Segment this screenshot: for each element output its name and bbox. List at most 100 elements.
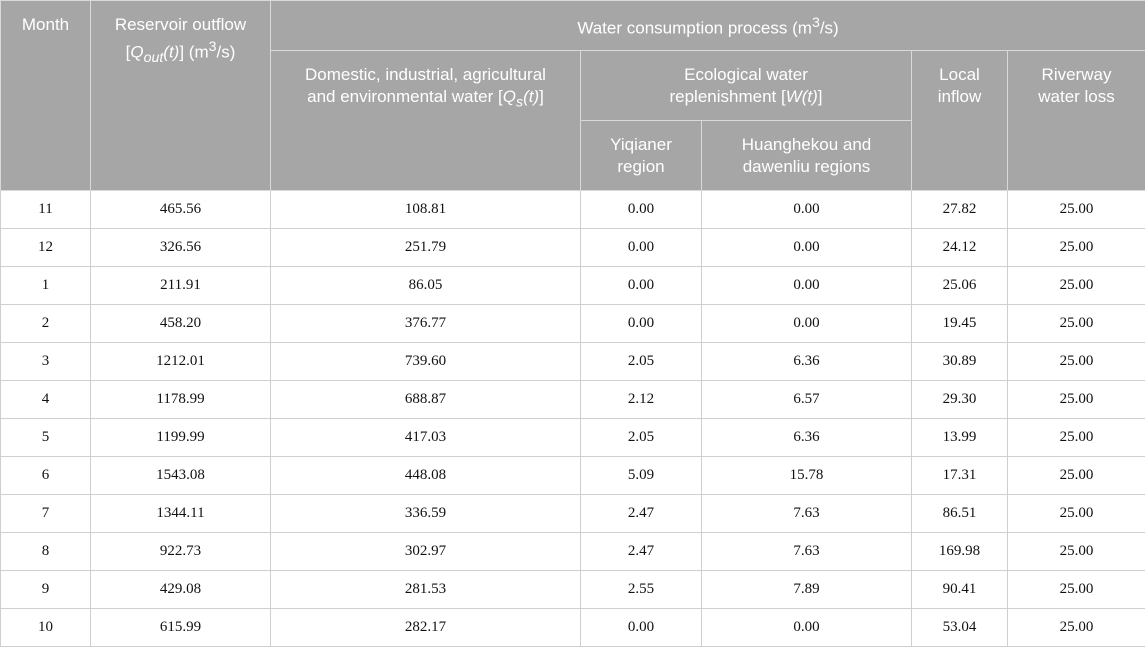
table-header: Month Reservoir outflow [Qout(t)] (m3/s) … bbox=[0, 0, 1145, 191]
header-yiqianer-region: Yiqianer region bbox=[580, 120, 702, 191]
table-row: 4 1178.99 688.87 2.12 6.57 29.30 25.00 bbox=[0, 380, 1145, 419]
cell-huanghekou-dawenliu: 0.00 bbox=[701, 190, 912, 229]
cell-riverway-water-loss: 25.00 bbox=[1006, 570, 1145, 609]
cell-riverway-water-loss: 25.00 bbox=[1006, 266, 1145, 305]
cell-yiqianer-region: 0.00 bbox=[580, 266, 702, 305]
cell-month: 6 bbox=[0, 456, 91, 495]
cell-riverway-water-loss: 25.00 bbox=[1006, 380, 1145, 419]
cell-local-inflow: 27.82 bbox=[911, 190, 1008, 229]
cell-local-inflow: 29.30 bbox=[911, 380, 1008, 419]
cell-local-inflow: 169.98 bbox=[911, 532, 1008, 571]
header-ecological-replenishment: Ecological water replenishment [W(t)] bbox=[580, 50, 912, 121]
cell-domestic-water: 86.05 bbox=[270, 266, 581, 305]
cell-domestic-water: 281.53 bbox=[270, 570, 581, 609]
cell-domestic-water: 688.87 bbox=[270, 380, 581, 419]
cell-huanghekou-dawenliu: 6.57 bbox=[701, 380, 912, 419]
cell-reservoir-outflow: 429.08 bbox=[90, 570, 271, 609]
cell-month: 7 bbox=[0, 494, 91, 533]
table-row: 6 1543.08 448.08 5.09 15.78 17.31 25.00 bbox=[0, 456, 1145, 495]
table-row: 9 429.08 281.53 2.55 7.89 90.41 25.00 bbox=[0, 570, 1145, 609]
cell-local-inflow: 24.12 bbox=[911, 228, 1008, 267]
cell-month: 12 bbox=[0, 228, 91, 267]
cell-yiqianer-region: 2.47 bbox=[580, 532, 702, 571]
header-reservoir-outflow: Reservoir outflow [Qout(t)] (m3/s) bbox=[90, 0, 271, 191]
cell-reservoir-outflow: 1543.08 bbox=[90, 456, 271, 495]
header-riverway-water-loss: Riverway water loss bbox=[1006, 50, 1145, 191]
cell-month: 2 bbox=[0, 304, 91, 343]
cell-local-inflow: 86.51 bbox=[911, 494, 1008, 533]
cell-month: 9 bbox=[0, 570, 91, 609]
cell-reservoir-outflow: 1212.01 bbox=[90, 342, 271, 381]
header-local-inflow: Local inflow bbox=[911, 50, 1008, 191]
cell-domestic-water: 302.97 bbox=[270, 532, 581, 571]
cell-yiqianer-region: 2.05 bbox=[580, 418, 702, 457]
cell-huanghekou-dawenliu: 0.00 bbox=[701, 608, 912, 647]
cell-domestic-water: 108.81 bbox=[270, 190, 581, 229]
cell-domestic-water: 251.79 bbox=[270, 228, 581, 267]
cell-month: 1 bbox=[0, 266, 91, 305]
cell-local-inflow: 30.89 bbox=[911, 342, 1008, 381]
cell-riverway-water-loss: 25.00 bbox=[1006, 532, 1145, 571]
cell-riverway-water-loss: 25.00 bbox=[1006, 228, 1145, 267]
table-body: 11 465.56 108.81 0.00 0.00 27.82 25.00 12 326.56… bbox=[0, 190, 1145, 647]
cell-month: 4 bbox=[0, 380, 91, 419]
cell-local-inflow: 19.45 bbox=[911, 304, 1008, 343]
cell-reservoir-outflow: 1178.99 bbox=[90, 380, 271, 419]
table-row: 10 615.99 282.17 0.00 0.00 53.04 25.00 bbox=[0, 608, 1145, 647]
cell-yiqianer-region: 2.12 bbox=[580, 380, 702, 419]
cell-local-inflow: 17.31 bbox=[911, 456, 1008, 495]
cell-reservoir-outflow: 1199.99 bbox=[90, 418, 271, 457]
table-row: 1 211.91 86.05 0.00 0.00 25.06 25.00 bbox=[0, 266, 1145, 305]
cell-domestic-water: 448.08 bbox=[270, 456, 581, 495]
cell-huanghekou-dawenliu: 6.36 bbox=[701, 342, 912, 381]
table-row: 7 1344.11 336.59 2.47 7.63 86.51 25.00 bbox=[0, 494, 1145, 533]
cell-domestic-water: 417.03 bbox=[270, 418, 581, 457]
cell-local-inflow: 90.41 bbox=[911, 570, 1008, 609]
cell-yiqianer-region: 0.00 bbox=[580, 608, 702, 647]
cell-reservoir-outflow: 465.56 bbox=[90, 190, 271, 229]
table-row: 12 326.56 251.79 0.00 0.00 24.12 25.00 bbox=[0, 228, 1145, 267]
table-row: 8 922.73 302.97 2.47 7.63 169.98 25.00 bbox=[0, 532, 1145, 571]
cell-local-inflow: 13.99 bbox=[911, 418, 1008, 457]
cell-reservoir-outflow: 1344.11 bbox=[90, 494, 271, 533]
cell-huanghekou-dawenliu: 7.63 bbox=[701, 494, 912, 533]
cell-month: 11 bbox=[0, 190, 91, 229]
cell-domestic-water: 376.77 bbox=[270, 304, 581, 343]
cell-reservoir-outflow: 922.73 bbox=[90, 532, 271, 571]
header-water-consumption: Water consumption process (m3/s) bbox=[269, 0, 1145, 51]
cell-huanghekou-dawenliu: 0.00 bbox=[701, 228, 912, 267]
cell-yiqianer-region: 0.00 bbox=[580, 304, 702, 343]
cell-domestic-water: 739.60 bbox=[270, 342, 581, 381]
cell-huanghekou-dawenliu: 15.78 bbox=[701, 456, 912, 495]
cell-month: 5 bbox=[0, 418, 91, 457]
cell-riverway-water-loss: 25.00 bbox=[1006, 304, 1145, 343]
cell-month: 8 bbox=[0, 532, 91, 571]
cell-month: 10 bbox=[0, 608, 91, 647]
table-row: 2 458.20 376.77 0.00 0.00 19.45 25.00 bbox=[0, 304, 1145, 343]
cell-huanghekou-dawenliu: 0.00 bbox=[701, 266, 912, 305]
cell-domestic-water: 282.17 bbox=[270, 608, 581, 647]
table-row: 3 1212.01 739.60 2.05 6.36 30.89 25.00 bbox=[0, 342, 1145, 381]
table-row: 5 1199.99 417.03 2.05 6.36 13.99 25.00 bbox=[0, 418, 1145, 457]
cell-huanghekou-dawenliu: 7.89 bbox=[701, 570, 912, 609]
cell-reservoir-outflow: 615.99 bbox=[90, 608, 271, 647]
cell-yiqianer-region: 0.00 bbox=[580, 190, 702, 229]
cell-yiqianer-region: 5.09 bbox=[580, 456, 702, 495]
cell-local-inflow: 53.04 bbox=[911, 608, 1008, 647]
cell-yiqianer-region: 2.47 bbox=[580, 494, 702, 533]
cell-yiqianer-region: 2.55 bbox=[580, 570, 702, 609]
cell-huanghekou-dawenliu: 7.63 bbox=[701, 532, 912, 571]
cell-reservoir-outflow: 211.91 bbox=[90, 266, 271, 305]
cell-huanghekou-dawenliu: 0.00 bbox=[701, 304, 912, 343]
cell-yiqianer-region: 0.00 bbox=[580, 228, 702, 267]
cell-riverway-water-loss: 25.00 bbox=[1006, 494, 1145, 533]
cell-riverway-water-loss: 25.00 bbox=[1006, 190, 1145, 229]
cell-riverway-water-loss: 25.00 bbox=[1006, 418, 1145, 457]
cell-riverway-water-loss: 25.00 bbox=[1006, 342, 1145, 381]
cell-huanghekou-dawenliu: 6.36 bbox=[701, 418, 912, 457]
cell-yiqianer-region: 2.05 bbox=[580, 342, 702, 381]
table-row: 11 465.56 108.81 0.00 0.00 27.82 25.00 bbox=[0, 190, 1145, 229]
header-month: Month bbox=[0, 0, 91, 191]
cell-reservoir-outflow: 458.20 bbox=[90, 304, 271, 343]
